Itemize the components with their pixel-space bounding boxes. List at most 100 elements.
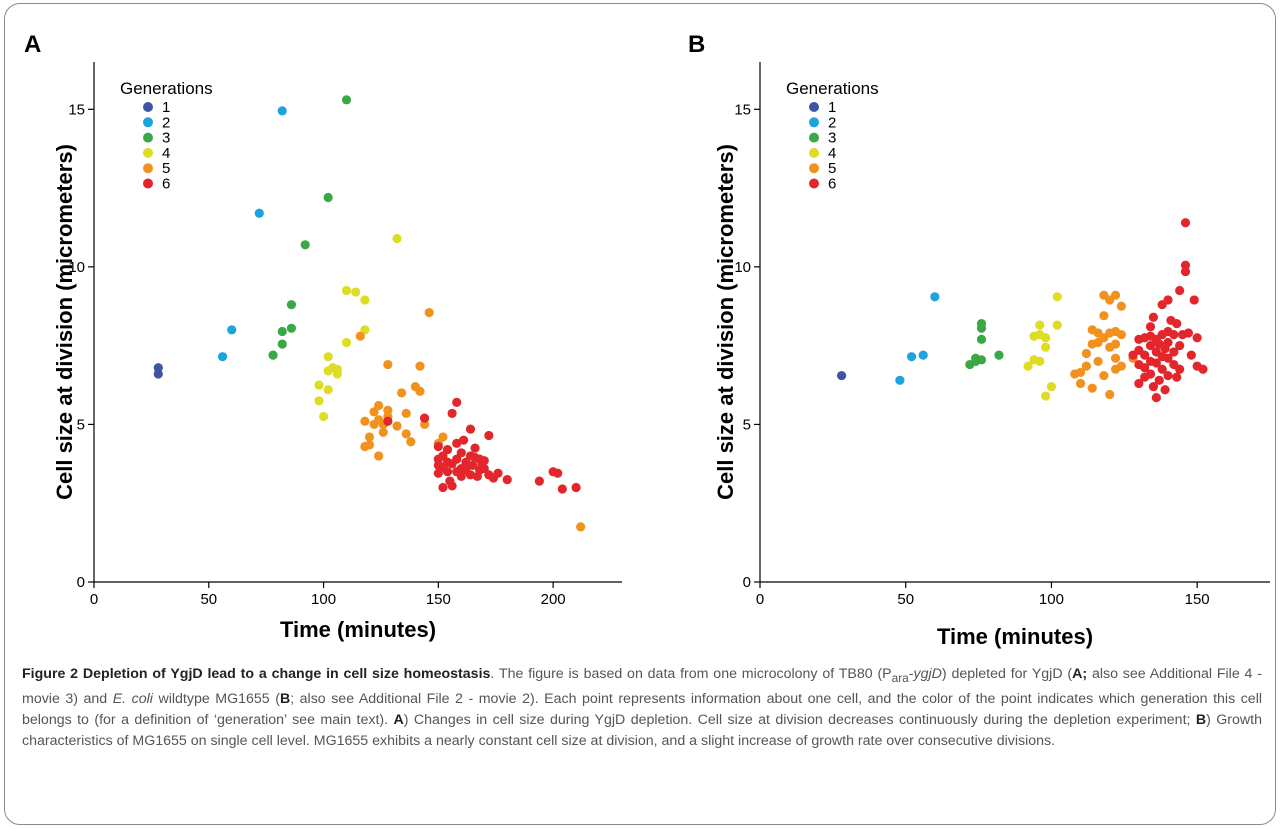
data-point-gen-4 [1052,320,1062,330]
data-point-gen-5 [438,432,448,442]
data-point-gen-6 [502,474,512,485]
data-point-gen-5 [401,408,411,418]
data-point-gen-5 [374,451,384,461]
legend-label: 3 [828,130,836,147]
data-point-gen-6 [1189,295,1199,305]
data-point-gen-6 [461,457,471,467]
data-point-gen-4 [392,233,402,244]
caption-title: Figure 2 Depletion of YgjD lead to a cha… [22,666,491,682]
data-point-gen-4 [1035,320,1045,330]
data-point-gen-5 [360,416,370,426]
data-point-gen-6 [557,484,567,494]
y-tick-label: 10 [68,259,85,276]
data-point-gen-3 [994,350,1004,360]
data-point-gen-6 [419,413,430,423]
x-axis-title: Time (minutes) [280,617,436,642]
data-point-gen-6 [484,430,494,441]
data-point-gen-6 [442,467,453,477]
data-point-gen-6 [470,443,480,453]
data-point-gen-6 [1180,266,1191,277]
data-point-gen-2 [895,375,905,385]
caption-text: ) Growth characteristics of MG1655 on si… [22,711,1262,749]
data-point-gen-6 [452,454,462,464]
y-tick-label: 15 [68,101,85,118]
data-point-gen-6 [1145,322,1156,332]
data-point-gen-3 [277,339,287,349]
data-point-gen-1 [153,369,163,379]
data-point-gen-2 [227,325,237,335]
data-point-gen-4 [341,285,352,296]
data-point-gen-5 [1110,353,1121,363]
data-point-gen-6 [1145,369,1156,379]
data-point-gen-6 [1192,333,1202,343]
data-point-gen-5 [383,405,393,415]
data-point-gen-6 [1175,285,1185,296]
data-point-gen-2 [217,352,228,362]
data-point-gen-6 [465,424,476,434]
data-point-gen-4 [314,396,324,406]
data-point-gen-6 [456,471,466,482]
data-point-gen-6 [1160,385,1170,395]
data-point-gen-3 [976,323,987,333]
data-point-gen-5 [419,419,430,430]
data-point-gen-5 [1093,356,1103,366]
data-point-gen-4 [360,325,370,335]
x-tick-label: 200 [541,591,566,608]
data-point-gen-5 [1116,301,1126,311]
legend-marker-gen-3 [809,132,819,143]
data-point-gen-6 [433,441,443,452]
caption-gene-name: ygjD [913,666,942,682]
data-point-gen-5 [1105,389,1115,400]
data-point-gen-6 [1151,393,1161,403]
data-point-gen-6 [459,435,469,445]
data-point-gen-6 [1163,295,1173,305]
data-point-gen-6 [1148,312,1159,322]
data-point-gen-6 [1134,378,1144,389]
data-point-gen-4 [1041,391,1051,401]
data-point-gen-6 [1169,347,1179,357]
data-point-gen-5 [1081,361,1091,371]
data-point-gen-5 [369,407,379,417]
caption-panel-ref: B [1195,711,1207,728]
data-point-gen-4 [341,337,352,348]
data-point-gen-6 [1183,328,1193,338]
data-point-gen-2 [906,352,917,362]
data-point-gen-3 [268,350,278,360]
data-point-gen-5 [355,331,365,341]
caption-panel-ref: A [393,711,404,728]
caption-text: . The figure is based on data from one m… [490,666,892,682]
caption-text: ; also see Additional File 2 - movie 2).… [22,690,1262,728]
legend-label: 2 [162,114,170,131]
x-tick-label: 0 [756,591,764,608]
legend-marker-gen-1 [143,102,153,112]
legend-label: 6 [828,176,836,193]
y-axis-title: Cell size at division (micrometers) [713,144,738,500]
data-point-gen-5 [1110,290,1121,300]
data-point-gen-6 [438,451,448,461]
data-point-gen-2 [277,106,287,116]
legend-marker-gen-6 [143,178,153,189]
y-tick-label: 10 [734,259,751,276]
x-axis-title: Time (minutes) [937,624,1093,649]
data-point-gen-5 [576,522,586,532]
x-tick-label: 100 [311,591,336,608]
data-point-gen-5 [397,388,407,398]
x-tick-label: 150 [1185,591,1210,608]
data-point-gen-6 [1180,260,1191,270]
data-point-gen-5 [1099,311,1109,321]
data-point-gen-6 [383,416,393,426]
data-point-gen-5 [1099,370,1109,381]
legend-label: 6 [162,176,170,193]
data-point-gen-6 [553,468,563,478]
legend-title: Generations [786,79,879,98]
data-point-gen-6 [534,476,544,486]
data-point-gen-6 [1172,318,1182,329]
legend-marker-gen-5 [143,163,153,174]
data-point-gen-6 [452,438,462,448]
legend-label: 4 [828,145,836,162]
legend-marker-gen-2 [809,117,819,128]
data-point-gen-5 [415,386,425,396]
x-tick-label: 50 [200,591,217,608]
